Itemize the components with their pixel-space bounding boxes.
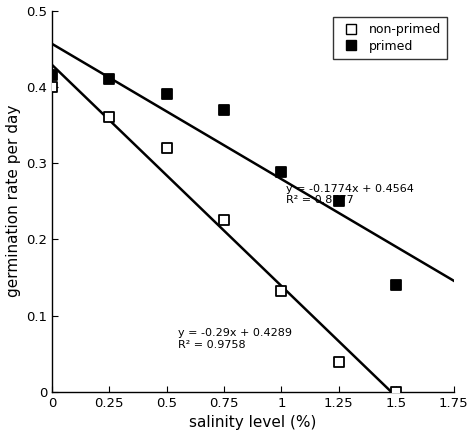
Point bbox=[163, 144, 171, 151]
Point bbox=[106, 76, 113, 83]
Point bbox=[163, 91, 171, 98]
Y-axis label: germination rate per day: germination rate per day bbox=[6, 105, 20, 297]
Point bbox=[106, 114, 113, 121]
Point bbox=[220, 217, 228, 224]
Point bbox=[48, 72, 56, 79]
Point bbox=[48, 83, 56, 90]
Point bbox=[335, 198, 343, 205]
X-axis label: salinity level (%): salinity level (%) bbox=[189, 416, 317, 430]
Text: y = -0.29x + 0.4289
R² = 0.9758: y = -0.29x + 0.4289 R² = 0.9758 bbox=[178, 328, 292, 350]
Point bbox=[278, 287, 285, 294]
Point bbox=[392, 388, 400, 395]
Point bbox=[220, 106, 228, 113]
Legend: non-primed, primed: non-primed, primed bbox=[333, 17, 447, 59]
Point bbox=[278, 169, 285, 176]
Point bbox=[392, 282, 400, 289]
Text: y = -0.1774x + 0.4564
R² = 0.8777: y = -0.1774x + 0.4564 R² = 0.8777 bbox=[286, 184, 414, 205]
Point bbox=[335, 358, 343, 365]
